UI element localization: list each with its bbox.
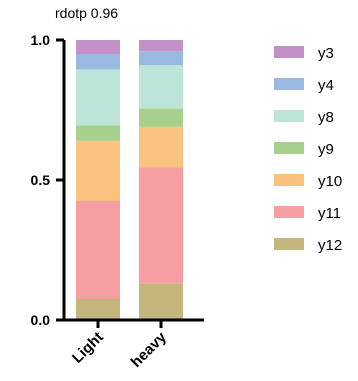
bar-segment-heavy-y12 [139, 283, 183, 320]
legend-label-y4: y4 [318, 77, 334, 94]
bar-segment-light-y9 [76, 125, 120, 141]
legend-swatch-y11 [274, 206, 304, 218]
bar-segment-light-y4 [76, 54, 120, 70]
legend-swatch-y4 [274, 78, 304, 90]
bar-segment-light-y12 [76, 299, 120, 320]
legend-label-y3: y3 [318, 45, 334, 62]
bar-segment-heavy-y11 [139, 167, 183, 284]
legend-swatch-y10 [274, 174, 304, 186]
bar-segment-heavy-y4 [139, 51, 183, 66]
legend-swatch-y8 [274, 110, 304, 122]
legend-label-y11: y11 [318, 205, 341, 222]
bar-segment-light-y10 [76, 140, 120, 201]
bar-segment-light-y8 [76, 69, 120, 126]
legend-swatch-y3 [274, 46, 304, 58]
legend-label-y12: y12 [318, 237, 342, 254]
x-labels-group: Light heavy [69, 320, 170, 371]
chart-title: rdotp 0.96 [55, 5, 118, 21]
x-category-label-light: Light [69, 329, 107, 367]
legend-label-y9: y9 [318, 141, 334, 158]
bar-segment-light-y3 [76, 40, 120, 54]
legend: y3 y4 y8 y9 y10 y11 y12 [274, 45, 342, 254]
legend-swatch-y9 [274, 142, 304, 154]
x-category-label-heavy: heavy [128, 328, 171, 371]
legend-label-y8: y8 [318, 109, 334, 126]
y-ticks-group: 0.0 0.5 1.0 [31, 32, 64, 328]
y-tick-label-0: 0.0 [31, 312, 51, 328]
bar-segment-heavy-y9 [139, 108, 183, 127]
legend-swatch-y12 [274, 238, 304, 250]
bar-segment-heavy-y8 [139, 65, 183, 109]
bar-segment-light-y11 [76, 201, 120, 299]
bar-segment-heavy-y10 [139, 126, 183, 168]
legend-label-y10: y10 [318, 173, 342, 190]
y-tick-label-2: 1.0 [31, 32, 51, 48]
y-tick-label-1: 0.5 [31, 172, 51, 188]
bars-group [76, 40, 183, 320]
bar-segment-heavy-y3 [139, 40, 183, 52]
